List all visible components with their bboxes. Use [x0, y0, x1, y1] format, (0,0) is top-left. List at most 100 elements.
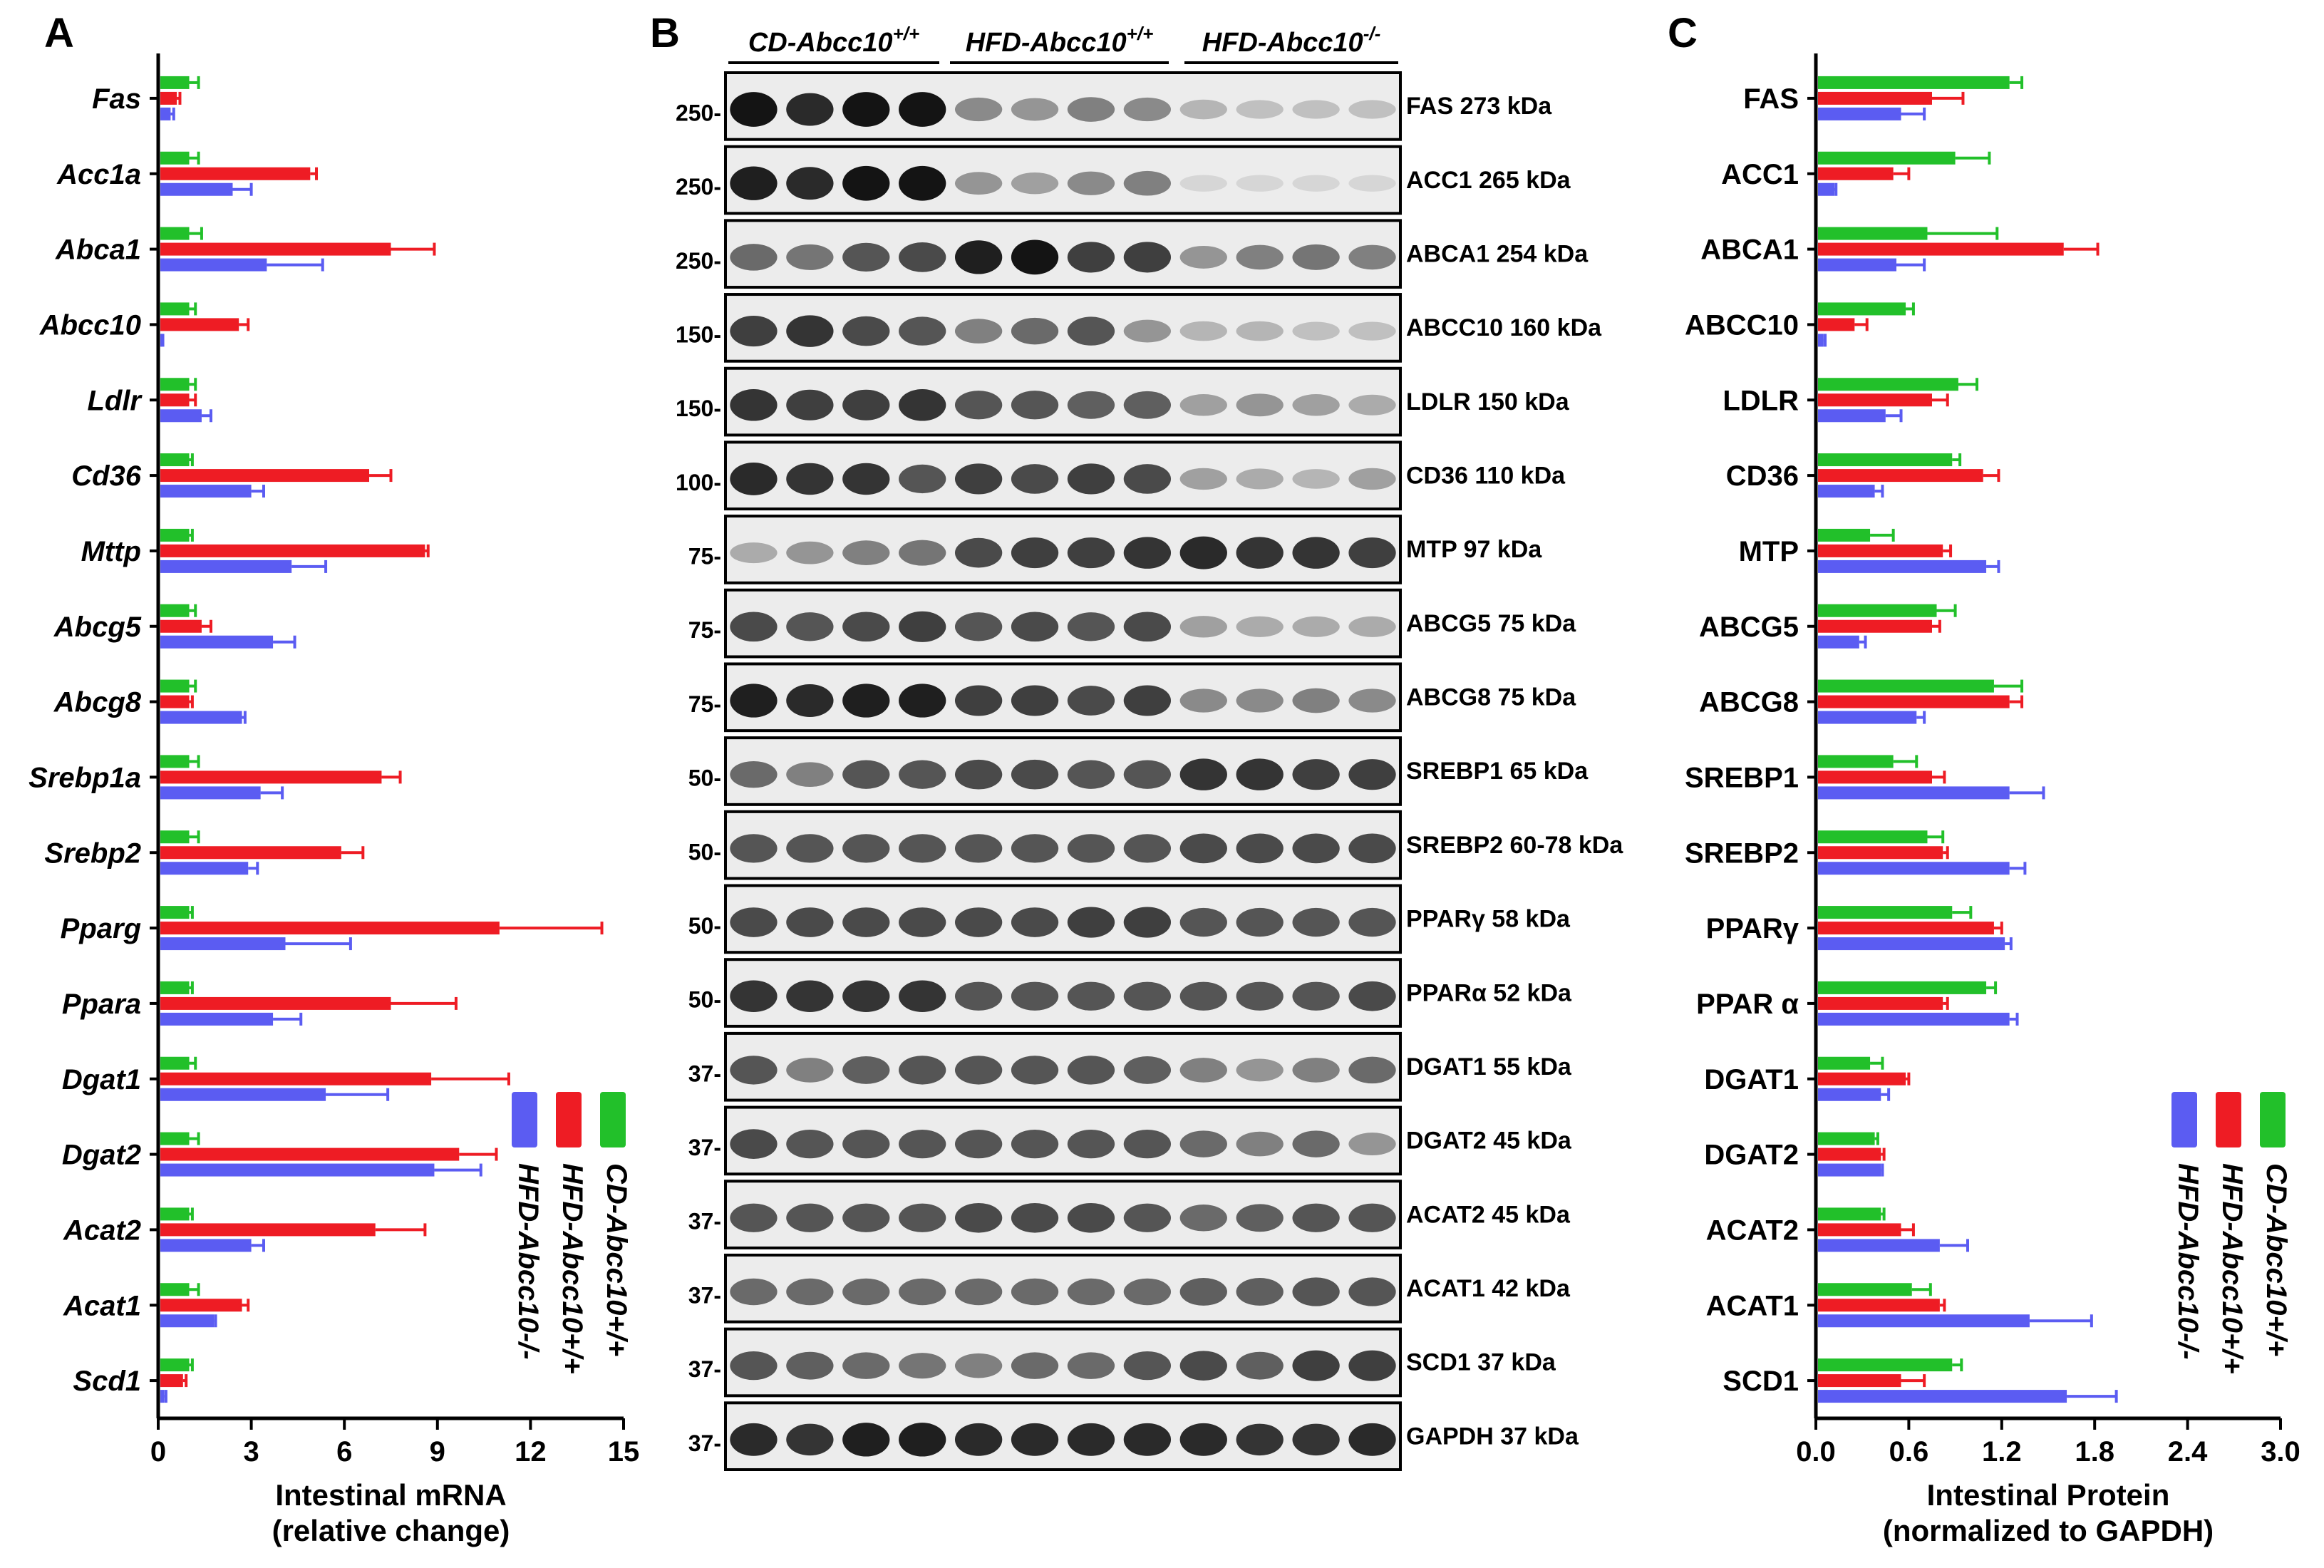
blot-band	[786, 244, 834, 270]
bar	[160, 695, 190, 708]
blot-band	[1179, 616, 1227, 638]
blot-band	[954, 1278, 1003, 1306]
blot-band	[786, 315, 834, 347]
bar	[160, 786, 261, 800]
category-label: Abcg8	[53, 687, 142, 718]
blot-band	[842, 684, 890, 718]
bar	[1818, 1088, 1881, 1101]
blot-band	[1067, 1352, 1115, 1379]
blot-band	[786, 1129, 834, 1159]
bar	[160, 1132, 190, 1145]
blot-band	[954, 172, 1003, 195]
blot-band	[786, 684, 834, 717]
blot-band	[1067, 1278, 1115, 1306]
bar	[1818, 1012, 2010, 1026]
blot-band	[842, 242, 890, 272]
blot-band	[954, 1129, 1003, 1159]
blot-band	[1292, 1277, 1340, 1306]
blot-band	[1236, 100, 1284, 119]
panel-c-protein-chart: FAS ACC1 ABCA1 ABCC10 LDLR CD36 MTP ABCG5 ABCG8 S…	[1685, 53, 2300, 1547]
blot-protein-label: ABCG5 75 kDa	[1406, 610, 1576, 637]
blot-band	[1292, 1130, 1340, 1157]
blot-protein-label: ABCA1 254 kDa	[1406, 240, 1589, 267]
blot-band	[1292, 1423, 1340, 1456]
blot-band	[1348, 1350, 1396, 1381]
blot-band	[1236, 688, 1284, 713]
bar	[160, 862, 249, 875]
bar	[160, 1163, 435, 1177]
blot-strip	[724, 219, 1402, 289]
blot-band	[1011, 98, 1059, 121]
blot-band	[1011, 317, 1059, 345]
blot-band	[1179, 321, 1227, 341]
blot-band	[1067, 612, 1115, 641]
blot-protein-label: DGAT1 55 kDa	[1406, 1053, 1572, 1080]
blot-band	[786, 167, 834, 200]
blot-band	[1292, 244, 1340, 270]
blot-band	[1348, 468, 1396, 490]
bar	[1818, 378, 1958, 391]
blot-strip	[724, 1105, 1402, 1176]
blot-band	[730, 612, 778, 642]
blot-band	[899, 1423, 946, 1457]
blot-band	[1236, 1204, 1284, 1232]
x-axis-title-line2: (relative change)	[272, 1514, 510, 1547]
bar	[160, 1072, 432, 1085]
blot-band	[842, 1352, 890, 1379]
bar	[160, 151, 190, 165]
blot-band	[1123, 97, 1172, 122]
bar	[1818, 227, 1928, 240]
x-axis-title: Intestinal mRNA	[275, 1478, 506, 1512]
blot-band	[1292, 469, 1340, 489]
blot-band	[842, 92, 890, 127]
blot-band	[1067, 981, 1115, 1011]
bar	[160, 679, 190, 693]
legend-swatch	[600, 1092, 626, 1147]
blot-band	[1348, 616, 1396, 637]
blot-band	[1123, 760, 1172, 789]
blot-strip	[724, 71, 1402, 141]
x-tick-label: 9	[430, 1436, 445, 1468]
blot-marker: 50-	[688, 765, 721, 791]
blot-band	[1123, 1351, 1172, 1381]
blot-marker: 150-	[676, 322, 721, 348]
blot-marker: 250-	[676, 248, 721, 274]
category-label: LDLR	[1723, 385, 1799, 416]
bar	[1818, 1163, 1881, 1177]
blot-marker: 100-	[676, 470, 721, 495]
blot-marker: 250-	[676, 100, 721, 125]
blot-band	[730, 542, 778, 564]
bar	[160, 1239, 252, 1252]
blot-band	[1292, 100, 1340, 119]
blot-band	[786, 834, 834, 863]
blot-band	[1348, 688, 1396, 713]
blot-band	[1011, 907, 1059, 937]
bar	[160, 1374, 183, 1388]
blot-band	[842, 834, 890, 863]
blot-band	[899, 165, 946, 201]
blot-band	[1123, 834, 1172, 863]
bar	[1818, 786, 2010, 800]
x-tick-label: 1.8	[2075, 1436, 2114, 1468]
blot-band	[1067, 1056, 1115, 1085]
bar	[1818, 1314, 2030, 1328]
blot-group-label: HFD-Abcc10-/-	[1202, 23, 1381, 58]
blot-band	[954, 685, 1003, 716]
blot-band	[1179, 394, 1227, 416]
bar	[1818, 604, 1937, 617]
bar	[1818, 996, 1943, 1010]
bar	[1818, 107, 1901, 120]
bar	[160, 1390, 165, 1403]
blot-band	[1348, 759, 1396, 790]
blot-band	[1123, 242, 1172, 273]
blot-band	[899, 389, 946, 421]
blot-band	[1236, 1131, 1284, 1157]
blot-protein-label: SCD1 37 kDa	[1406, 1349, 1556, 1376]
panel-b-western-blot: CD-Abcc10+/+ HFD-Abcc10+/+ HFD-Abcc10-/- 25…	[676, 23, 1623, 1472]
x-axis-title: Intestinal Protein	[1927, 1478, 2170, 1512]
blot-band	[842, 165, 890, 201]
blot-band	[1236, 833, 1284, 864]
bar	[1818, 1132, 1875, 1145]
blot-band	[1123, 612, 1172, 642]
blot-strip	[724, 588, 1402, 659]
